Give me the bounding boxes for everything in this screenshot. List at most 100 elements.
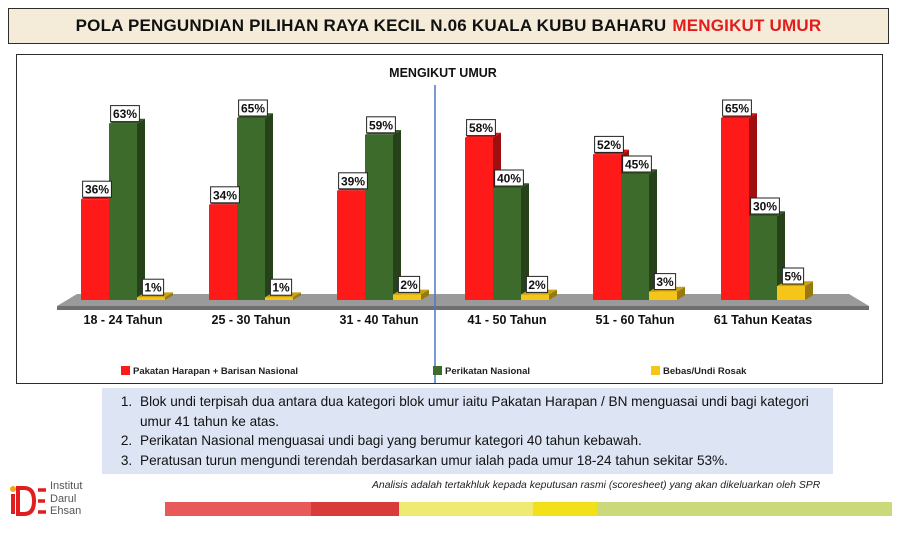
note-item: Blok undi terpisah dua antara dua katego…: [136, 392, 823, 431]
bar: [621, 169, 657, 300]
chart-title: MENGIKUT UMUR: [389, 66, 497, 80]
data-label-text: 39%: [341, 174, 365, 188]
title-bar: POLA PENGUNDIAN PILIHAN RAYA KECIL N.06 …: [8, 8, 889, 44]
data-label-text: 58%: [469, 121, 493, 135]
disclaimer-text: Analisis adalah tertakhluk kepada keputu…: [372, 480, 821, 491]
data-label-box: [397, 275, 421, 293]
bar-side: [421, 289, 429, 300]
bar: [493, 183, 529, 300]
logo-text: Institut Darul Ehsan: [50, 480, 82, 518]
data-label-text: 52%: [597, 138, 621, 152]
footer-stripe: [399, 502, 533, 516]
bar-chart: 36% 63% 1% 18 - 24 Tahun 34% 65% 1% 25 - 30 Tah…: [57, 66, 869, 383]
category-label: 41 - 50 Tahun: [468, 313, 547, 327]
title-accent: MENGIKUT UMUR: [672, 16, 822, 35]
data-label-text: 36%: [85, 183, 109, 197]
data-label: 3%: [653, 273, 677, 291]
data-label: 1%: [269, 278, 293, 296]
data-label-text: 1%: [272, 281, 290, 295]
data-label-box: [141, 278, 165, 296]
footer-stripe: [533, 502, 597, 516]
data-label-box: [110, 105, 140, 123]
notes-list: Blok undi terpisah dua antara dua katego…: [112, 392, 823, 470]
data-label-text: 2%: [400, 278, 418, 292]
bar-front: [365, 134, 393, 300]
bar: [365, 130, 401, 300]
legend-item: Perikatan Nasional: [433, 366, 530, 377]
data-label-box: [82, 180, 112, 198]
bar-side: [165, 292, 173, 300]
legend-label: Pakatan Harapan + Barisan Nasional: [133, 366, 298, 377]
bar-front: [265, 297, 293, 300]
legend-swatch: [651, 366, 660, 375]
data-label-box: [269, 278, 293, 296]
data-label: 36%: [82, 180, 112, 198]
bar: [109, 118, 145, 300]
category-label: 31 - 40 Tahun: [340, 313, 419, 327]
note-item: Peratusan turun mengundi terendah berdas…: [136, 451, 823, 471]
data-label: 30%: [750, 197, 780, 215]
data-label-text: 3%: [656, 275, 674, 289]
data-label-box: [594, 135, 624, 153]
data-label-box: [238, 99, 268, 117]
data-label-text: 5%: [784, 270, 802, 284]
bar-front: [749, 216, 777, 300]
bar-side: [521, 183, 529, 300]
data-label-box: [466, 119, 496, 137]
category-label: 18 - 24 Tahun: [84, 313, 163, 327]
data-label-box: [653, 273, 677, 291]
data-label-text: 2%: [528, 278, 546, 292]
data-label-box: [494, 169, 524, 187]
data-label-text: 65%: [241, 102, 265, 116]
data-label-box: [781, 267, 805, 285]
footer-stripe: [597, 502, 892, 516]
data-label: 2%: [525, 275, 549, 293]
ide-logo-icon: [10, 486, 46, 516]
data-label: 5%: [781, 267, 805, 285]
title-main: POLA PENGUNDIAN PILIHAN RAYA KECIL N.06 …: [75, 16, 667, 35]
data-label-text: 45%: [625, 158, 649, 172]
bar-front: [493, 188, 521, 300]
bar-side: [293, 292, 301, 300]
bar-front: [393, 294, 421, 300]
logo-line: Ehsan: [50, 505, 82, 517]
bar-front: [209, 204, 237, 300]
bar-front: [521, 294, 549, 300]
data-label: 1%: [141, 278, 165, 296]
note-item: Perikatan Nasional menguasai undi bagi y…: [136, 431, 823, 451]
data-label: 59%: [366, 116, 396, 134]
data-label-text: 63%: [113, 107, 137, 121]
bar-side: [393, 130, 401, 300]
bar-front: [337, 190, 365, 300]
data-label: 63%: [110, 105, 140, 123]
footer-stripe: [165, 502, 311, 516]
bar-side: [137, 118, 145, 300]
logo-line: Institut: [50, 480, 83, 492]
bar-front: [109, 123, 137, 300]
data-label: 45%: [622, 155, 652, 173]
data-label: 52%: [594, 135, 624, 153]
logo-line: Darul: [50, 492, 77, 505]
data-label: 40%: [494, 169, 524, 187]
bar: [237, 113, 273, 300]
data-label-box: [525, 275, 549, 293]
page-title: POLA PENGUNDIAN PILIHAN RAYA KECIL N.06 …: [76, 16, 822, 36]
data-label-text: 59%: [369, 118, 393, 132]
legend-label: Bebas/Undi Rosak: [663, 366, 747, 377]
category-label: 25 - 30 Tahun: [212, 313, 291, 327]
data-label-box: [366, 116, 396, 134]
bar-front: [137, 297, 165, 300]
bar-side: [549, 289, 557, 300]
bar-side: [649, 169, 657, 300]
data-label-text: 40%: [497, 172, 521, 186]
bar-front: [649, 291, 677, 300]
data-label-text: 30%: [753, 200, 777, 214]
bar-front: [593, 154, 621, 300]
data-label-text: 34%: [213, 188, 237, 202]
data-label-box: [722, 99, 752, 117]
data-label-box: [750, 197, 780, 215]
category-label: 51 - 60 Tahun: [596, 313, 675, 327]
data-label: 34%: [210, 186, 240, 204]
legend-swatch: [433, 366, 442, 375]
data-label: 65%: [238, 99, 268, 117]
